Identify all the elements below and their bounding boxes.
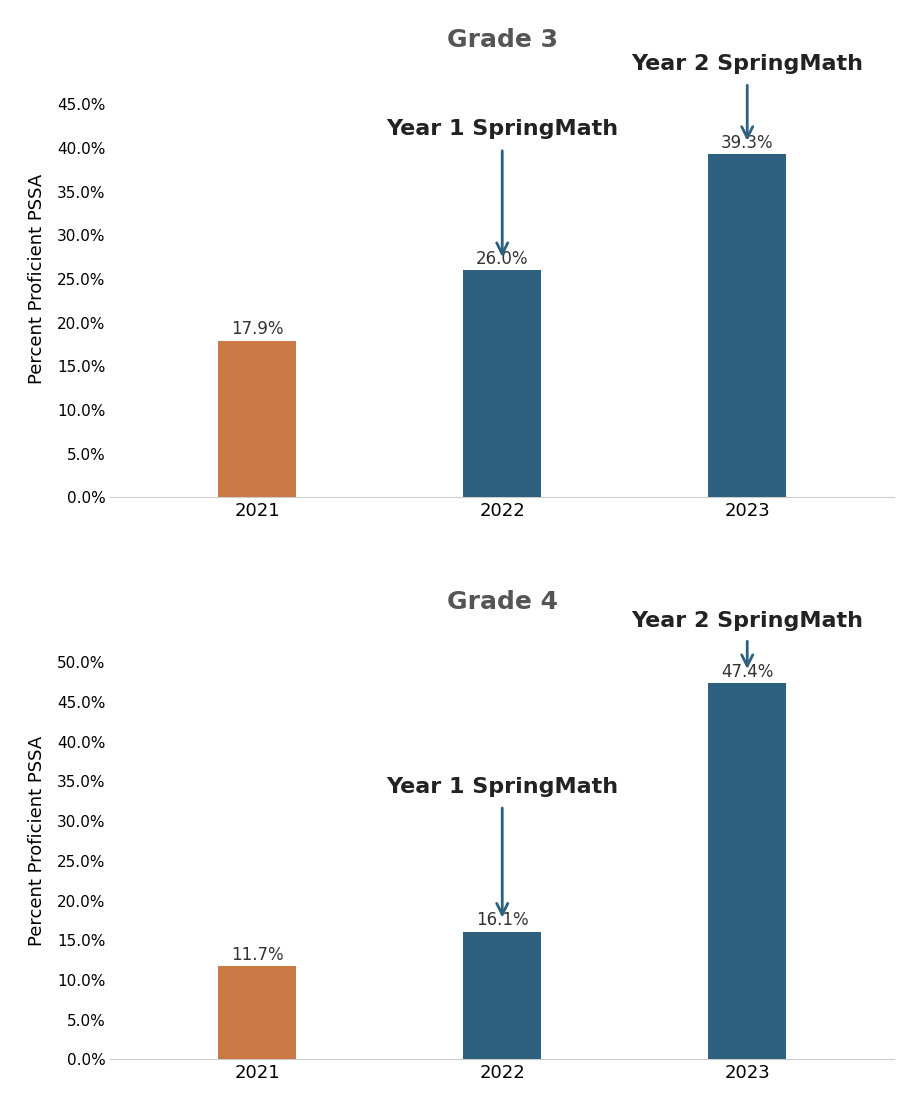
Bar [218,341,297,497]
Text: Year 1 SpringMath: Year 1 SpringMath [386,119,619,139]
Text: Year 1 SpringMath: Year 1 SpringMath [386,777,619,797]
Text: 11.7%: 11.7% [230,946,284,965]
Y-axis label: Percent Proficient PSSA: Percent Proficient PSSA [28,174,46,384]
Bar [463,931,541,1059]
Bar [218,967,297,1059]
Text: 17.9%: 17.9% [231,321,283,339]
Text: 47.4%: 47.4% [721,663,774,680]
Text: Year 2 SpringMath: Year 2 SpringMath [632,610,863,630]
Title: Grade 4: Grade 4 [447,589,558,614]
Text: 39.3%: 39.3% [721,133,774,151]
Bar [463,271,541,497]
Text: 26.0%: 26.0% [476,250,528,268]
Text: 16.1%: 16.1% [476,911,528,929]
Title: Grade 3: Grade 3 [447,28,558,52]
Bar [708,154,786,497]
Bar [708,683,786,1059]
Y-axis label: Percent Proficient PSSA: Percent Proficient PSSA [28,736,46,946]
Text: Year 2 SpringMath: Year 2 SpringMath [632,53,863,73]
